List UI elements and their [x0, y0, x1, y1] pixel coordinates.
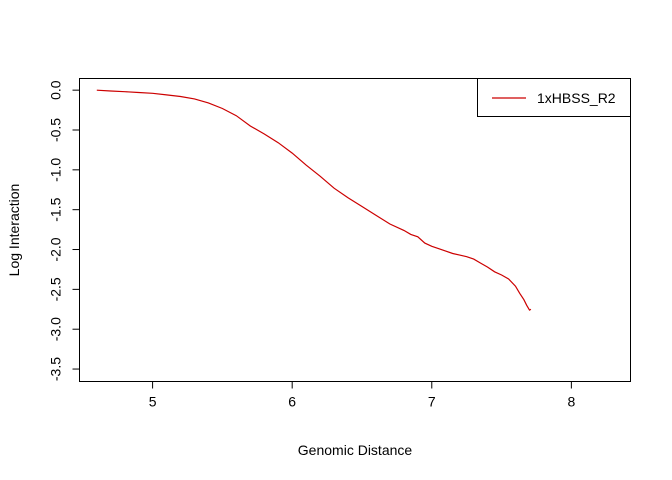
x-axis: 5 6 7 8	[149, 381, 575, 410]
y-tick-label: -2.5	[48, 277, 64, 301]
y-tick-label: -2.0	[48, 237, 64, 261]
plot-frame	[79, 78, 631, 382]
series-line	[96, 89, 532, 311]
y-tick-label: -1.5	[48, 197, 64, 221]
x-tick-label: 8	[567, 394, 575, 410]
series-layer	[96, 89, 532, 311]
y-axis: 0.0 -0.5 -1.0 -1.5 -2.0 -2.5 -3.0 -3.5	[48, 80, 80, 381]
x-tick-label: 7	[428, 394, 436, 410]
y-tick-label: -3.5	[48, 357, 64, 381]
y-tick-label: -3.0	[48, 317, 64, 341]
y-tick-label: 0.0	[48, 80, 64, 100]
y-axis-title: Log Interaction	[6, 184, 22, 277]
y-tick-label: -1.0	[48, 158, 64, 182]
x-tick-label: 5	[149, 394, 157, 410]
x-axis-title: Genomic Distance	[298, 442, 413, 458]
y-tick-label: -0.5	[48, 118, 64, 142]
x-tick-label: 6	[288, 394, 296, 410]
legend-box	[477, 78, 631, 117]
legend-label: 1xHBSS_R2	[537, 90, 616, 106]
legend: 1xHBSS_R2	[477, 78, 631, 117]
